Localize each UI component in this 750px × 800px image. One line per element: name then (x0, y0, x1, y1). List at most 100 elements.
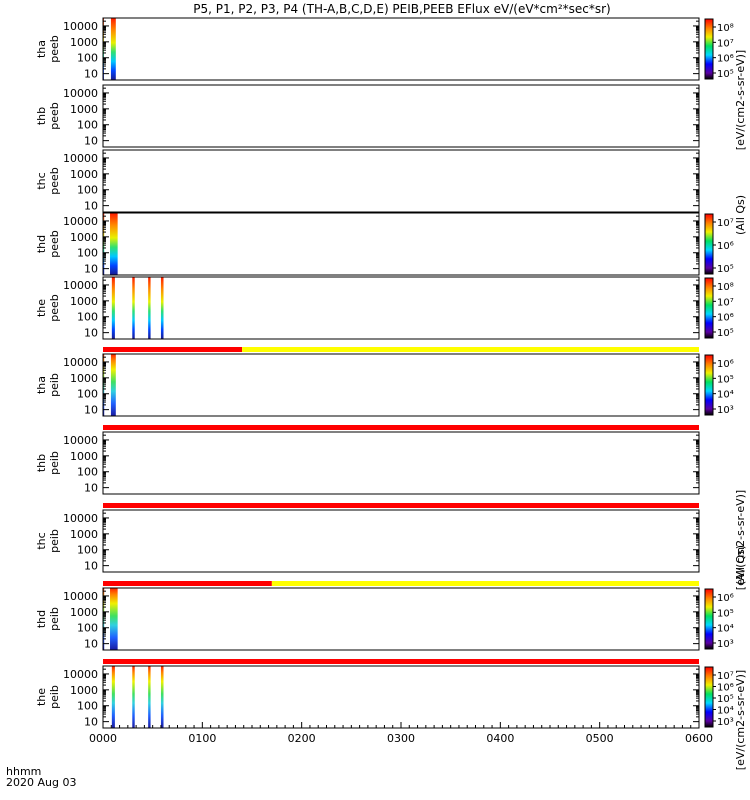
panel-probe-label: thb (35, 454, 48, 472)
y-tick-label: 10 (84, 638, 98, 651)
colorbar-tick-label: 10³ (717, 405, 734, 416)
spectrogram-block (148, 277, 151, 339)
y-tick-label: 10 (84, 135, 98, 148)
colorbar-tick-label: 10⁴ (717, 706, 734, 717)
panel-thd-peeb: 10000 1000 100 10 thd peeb 10⁷ 10⁶ 10⁵ (35, 212, 734, 276)
y-tick-label: 10000 (63, 20, 98, 33)
y-tick-label: 100 (77, 52, 98, 65)
panels: 10000 1000 100 10 tha peeb 10⁸ 10⁷ 10⁶ 10⁵ 10000 10… (35, 17, 734, 729)
y-tick-label: 100 (77, 700, 98, 713)
panel-instrument-label: peeb (48, 167, 61, 195)
y-tick-label: 1000 (70, 684, 98, 697)
y-tick-label: 10000 (63, 668, 98, 681)
y-tick-label: 10 (84, 327, 98, 340)
colorbar (704, 277, 714, 339)
panel-frame (102, 17, 700, 81)
panel-thc-peeb: 10000 1000 100 10 thc peeb (35, 149, 700, 213)
panel-instrument-label: peib (48, 685, 61, 709)
colorbar-tick-label: 10⁵ (717, 694, 734, 705)
y-tick-label: 10000 (63, 356, 98, 369)
panel-probe-label: the (35, 299, 48, 317)
spectrogram-block (132, 666, 135, 728)
panel-thb-peib: 10000 1000 100 10 thb peib (35, 425, 700, 495)
panel-probe-label: thd (35, 235, 48, 253)
panel-the-peeb: 10000 1000 100 10 the peeb 10⁸ 10⁷ 10⁶ 10⁵ (35, 276, 734, 340)
x-tick-label: 0400 (486, 732, 514, 745)
colorbar-tick-label: 10⁷ (717, 38, 734, 49)
colorbar-tick-label: 10⁸ (717, 282, 734, 293)
colorbar-tick-label: 10⁵ (717, 608, 734, 619)
y-tick-label: 10 (84, 482, 98, 495)
y-tick-label: 10000 (63, 152, 98, 165)
y-tick-label: 10 (84, 404, 98, 417)
y-tick-label: 100 (77, 184, 98, 197)
panel-frame (102, 665, 700, 729)
panel-instrument-label: peeb (48, 102, 61, 130)
x-tick-label: 0000 (89, 732, 117, 745)
y-tick-label: 100 (77, 247, 98, 260)
panel-thb-peeb: 10000 1000 100 10 thb peeb (35, 84, 700, 148)
flag-bar-red (103, 503, 699, 508)
colorbar (704, 354, 714, 416)
colorbar-units-middle: [eV/(cm2-s-sr-eV)] (734, 490, 747, 590)
spectrogram-block (111, 277, 115, 339)
spectrogram-block (110, 588, 118, 650)
colorbar-units-lower: [eV/(cm2-s-sr-eV)] (734, 670, 747, 770)
y-tick-label: 10000 (63, 279, 98, 292)
colorbar-units-upper: [eV/(cm2-s-sr-eV)] (734, 50, 747, 150)
panel-instrument-label: peeb (48, 294, 61, 322)
panel-frame (102, 276, 700, 340)
panel-thc-peib: 10000 1000 100 10 thc peib (35, 503, 700, 573)
y-tick-label: 10 (84, 200, 98, 213)
spectrogram-block (110, 354, 116, 416)
panel-instrument-label: peib (48, 373, 61, 397)
colorbar-tick-label: 10⁵ (717, 69, 734, 80)
flag-bar-red (103, 659, 699, 664)
flag-bar-yellow (271, 581, 699, 586)
y-tick-label: 10000 (63, 215, 98, 228)
spectrogram-block (132, 277, 135, 339)
spectrogram-block (111, 666, 115, 728)
flag-bar-yellow (242, 347, 700, 352)
y-tick-label: 1000 (70, 372, 98, 385)
panel-probe-label: the (35, 688, 48, 706)
spectrogram-block (160, 277, 164, 339)
y-tick-label: 100 (77, 622, 98, 635)
spectrogram-block (110, 18, 116, 80)
colorbar-tick-label: 10⁸ (717, 23, 734, 34)
colorbar-all-qs-upper: (All Qs) (734, 195, 747, 235)
panel-probe-label: tha (35, 40, 48, 58)
y-tick-label: 100 (77, 119, 98, 132)
y-tick-label: 10000 (63, 87, 98, 100)
colorbar (704, 18, 714, 80)
y-tick-label: 1000 (70, 295, 98, 308)
panel-frame (102, 149, 700, 213)
colorbar-tick-label: 10⁴ (717, 624, 734, 635)
y-tick-label: 1000 (70, 168, 98, 181)
y-tick-label: 1000 (70, 36, 98, 49)
colorbar-tick-label: 10³ (717, 639, 734, 650)
y-tick-label: 100 (77, 544, 98, 557)
panel-probe-label: thd (35, 610, 48, 628)
colorbar-tick-label: 10⁶ (717, 359, 734, 370)
colorbar-tick-label: 10⁶ (717, 313, 734, 324)
y-tick-label: 1000 (70, 528, 98, 541)
y-tick-label: 10 (84, 68, 98, 81)
panel-instrument-label: peib (48, 451, 61, 475)
colorbar-tick-label: 10⁵ (717, 328, 734, 339)
colorbar-tick-label: 10⁶ (717, 593, 734, 604)
y-tick-label: 100 (77, 388, 98, 401)
colorbar-tick-label: 10⁶ (717, 54, 734, 65)
y-tick-label: 10000 (63, 512, 98, 525)
spectrogram-block (103, 354, 105, 416)
x-axis-label-date: 2020 Aug 03 (6, 776, 76, 789)
y-tick-label: 10 (84, 263, 98, 276)
spectrogram-block (148, 666, 151, 728)
flag-bar-red (103, 581, 272, 586)
x-axis-label-hhmm: hhmm (6, 765, 41, 778)
panel-tha-peib: 10000 1000 100 10 tha peib 10⁶ 10⁵ 10⁴ 10³ (35, 347, 734, 417)
x-tick-label: 0500 (586, 732, 614, 745)
panel-frame (102, 509, 700, 573)
